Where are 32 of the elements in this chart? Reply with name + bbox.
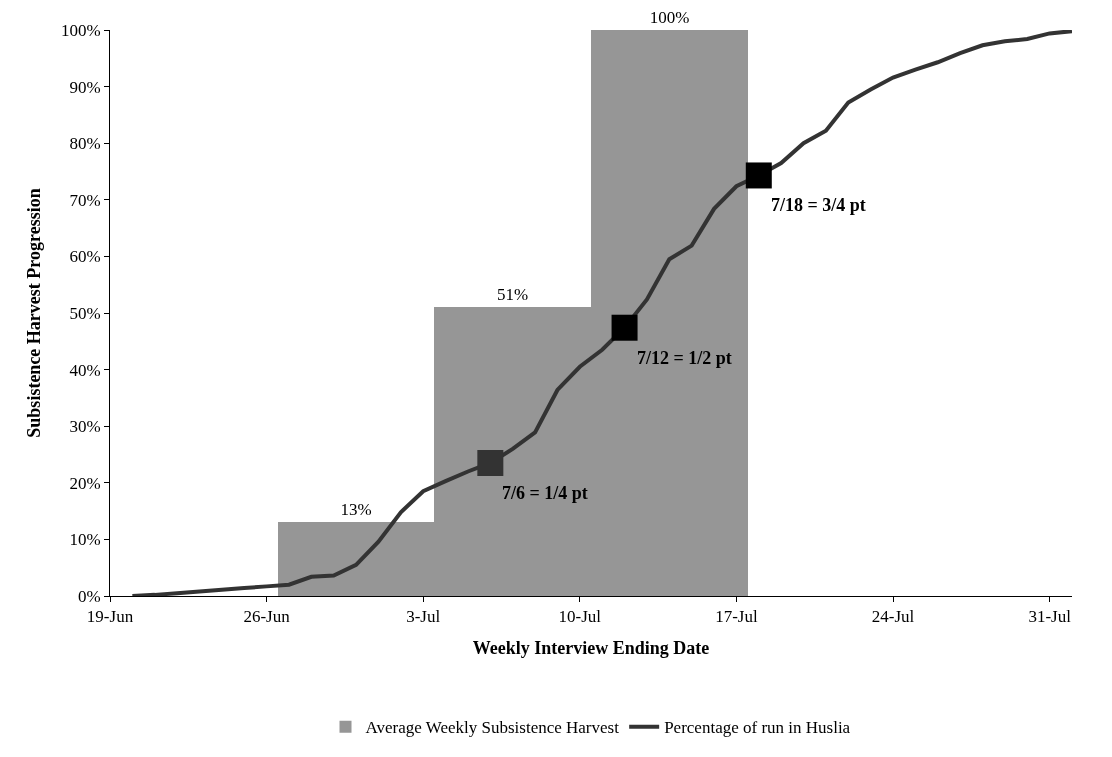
y-tick-label: 100% [60,20,101,40]
y-axis-title: Subsistence Harvest Progression [24,188,45,438]
x-tick-label: 26-Jun [243,607,291,627]
x-tick-label: 17-Jul [715,607,758,627]
x-axis-title: Weekly Interview Ending Date [472,637,710,658]
y-tick-label: 0% [77,586,101,606]
y-tick-label: 70% [69,190,101,210]
data-label: 100% [649,8,690,27]
x-tick-label: 31-Jul [1028,607,1072,627]
y-tick-label: 90% [69,77,101,97]
annotation: 7/18 = 3/4 pt [771,195,866,215]
x-tick-label: 3-Jul [406,607,441,627]
x-tick-label: 19-Jun [86,607,134,627]
y-tick-label: 80% [69,134,101,154]
x-tick-label: 10-Jul [558,607,602,627]
data-label: 13% [340,500,372,519]
data-label: 51% [496,285,529,304]
x-tick-label: 24-Jul [871,607,915,627]
y-tick-label: 30% [69,417,101,437]
line-series [130,30,1072,596]
point [477,449,504,476]
y-tick-label: 60% [69,247,101,267]
y-tick-label: 50% [69,303,101,323]
y-tick-label: 20% [69,473,101,493]
annotation: 7/12 = 1/2 pt [637,348,732,368]
point [611,314,638,341]
legend-label: Average Weekly Subsistence Harvest [365,718,620,738]
annotation: 7/6 = 1/4 pt [502,483,588,503]
y-tick-label: 10% [69,530,101,550]
y-tick-label: 40% [69,360,101,380]
point [745,162,772,189]
legend-label: Percentage of run in Huslia [664,718,851,738]
